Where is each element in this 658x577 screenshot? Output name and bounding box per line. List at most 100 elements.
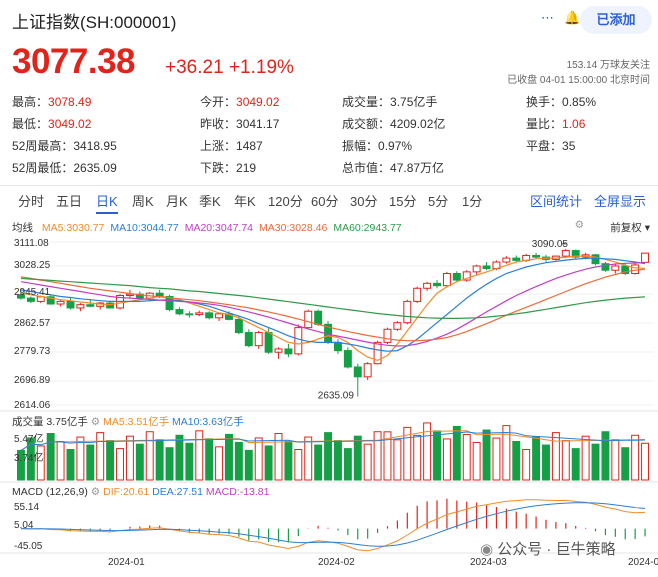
stat-item: 最高：3078.49: [12, 93, 91, 110]
volume-bar: [512, 440, 521, 481]
volume-axis-top: 5.47亿: [14, 434, 44, 445]
stock-title: 上证指数(SH:000001): [12, 13, 177, 32]
tab-4[interactable]: 月K: [166, 194, 188, 209]
stat-value: 4209.02亿: [390, 117, 446, 131]
stat-item: 振幅：0.97%: [342, 137, 412, 154]
volume-bar: [532, 436, 541, 481]
stat-value: 3.75亿手: [390, 95, 438, 109]
volume-bar: [234, 441, 243, 481]
volume-settings-icon[interactable]: ⚙: [90, 416, 101, 428]
adjust-label[interactable]: 前复权 ▾: [610, 222, 650, 234]
stat-value: 3041.17: [236, 117, 280, 131]
stat-item: 昨收：3041.17: [200, 115, 279, 132]
tab-12[interactable]: 1分: [462, 194, 483, 209]
alert-icon[interactable]: 🔔: [564, 10, 591, 25]
stat-label: 成交额：: [342, 117, 391, 131]
volume-bar: [264, 445, 273, 481]
volume-bar: [591, 443, 600, 481]
candle-body: [185, 313, 194, 316]
macd-settings-icon[interactable]: ⚙: [90, 486, 101, 498]
tab-9[interactable]: 30分: [350, 194, 378, 209]
ma-line-ma30: [20, 268, 646, 342]
stat-item: 52周最高：3418.95: [12, 137, 117, 154]
volume-bar: [175, 434, 184, 481]
tab-5[interactable]: 季K: [199, 194, 221, 209]
tab-10[interactable]: 15分: [389, 194, 417, 209]
candle-body: [343, 350, 352, 368]
volume-bar: [571, 448, 580, 481]
macd-dif: DIF:20.61: [103, 486, 150, 498]
volume-bar: [66, 448, 75, 481]
tab-2[interactable]: 日K: [96, 191, 118, 214]
volume-bar: [621, 447, 630, 481]
stat-value: 1487: [236, 139, 263, 153]
volume-bar: [294, 448, 303, 481]
tab-11[interactable]: 5分: [428, 194, 449, 209]
tab-1[interactable]: 五日: [56, 194, 83, 209]
volume-bar: [641, 442, 650, 481]
date-label: 2024-03: [470, 557, 507, 568]
tab-0[interactable]: 分时: [18, 194, 45, 209]
candle-body: [472, 265, 481, 273]
settings-icon[interactable]: ⚙: [574, 219, 584, 231]
candle-body: [205, 312, 214, 319]
added-watchlist-button[interactable]: 已添加: [580, 6, 652, 34]
change-value: +36.21: [165, 57, 224, 78]
volume-bar: [165, 447, 174, 481]
volume-bar: [26, 437, 35, 481]
candle-body: [86, 304, 95, 307]
macd-axis-top: 55.14: [14, 502, 40, 513]
volume-bar: [601, 431, 610, 481]
candle-body: [591, 254, 600, 265]
stat-value: 35: [562, 139, 576, 153]
tab-6[interactable]: 年K: [234, 194, 256, 209]
volume-bar: [333, 440, 342, 481]
fullscreen-button[interactable]: 全屏显示: [594, 194, 647, 209]
stat-value: 3049.02: [236, 95, 280, 109]
stat-label: 今开：: [200, 95, 237, 109]
stat-item: 量比：1.06: [526, 115, 585, 132]
current-price: 3077.38: [12, 42, 136, 81]
candle-body: [254, 332, 263, 347]
macd-axis-mid: 5.04: [14, 520, 34, 531]
stat-label: 总市值：: [342, 161, 391, 175]
candle-body: [403, 300, 412, 324]
date-label: 2024-04: [628, 557, 658, 568]
candle-body: [423, 282, 432, 289]
volume-bar: [145, 431, 154, 481]
ma-line-ma20: [20, 262, 646, 347]
stat-item: 最低：3049.02: [12, 115, 91, 132]
volume-bar: [611, 439, 620, 481]
volume-bar: [393, 439, 402, 481]
ma-item: MA5:3030.77: [41, 222, 105, 234]
volume-bar: [304, 436, 313, 481]
volume-bar: [205, 438, 214, 481]
volume-bar: [482, 429, 491, 481]
candle-body: [225, 313, 233, 320]
volume-bar: [244, 449, 253, 481]
tab-7[interactable]: 120分: [268, 194, 303, 209]
candle-body: [175, 309, 184, 315]
tab-8[interactable]: 60分: [311, 194, 339, 209]
candle-body: [234, 318, 243, 334]
volume-bar: [125, 435, 134, 481]
stat-value: 47.87万亿: [390, 161, 445, 175]
stat-item: 总市值：47.87万亿: [342, 159, 444, 176]
candle-body: [413, 287, 422, 302]
stat-label: 最高：: [12, 95, 49, 109]
range-stats-button[interactable]: 区间统计: [530, 194, 583, 209]
candle-body: [502, 257, 511, 263]
tab-3[interactable]: 周K: [132, 194, 154, 209]
watermark: ◉ 公众号 · 巨牛策略: [480, 541, 616, 558]
candle-body: [512, 257, 521, 261]
stat-value: 1.06: [562, 117, 586, 131]
header-icons: ⋯🔔: [541, 10, 590, 26]
stat-value: 219: [236, 161, 257, 175]
volume-bar: [76, 436, 85, 481]
stat-item: 今开：3049.02: [200, 93, 279, 110]
candle-body: [631, 264, 640, 275]
more-icon[interactable]: ⋯: [541, 10, 564, 25]
stat-item: 下跌：219: [200, 159, 256, 176]
candle-body: [135, 293, 144, 299]
